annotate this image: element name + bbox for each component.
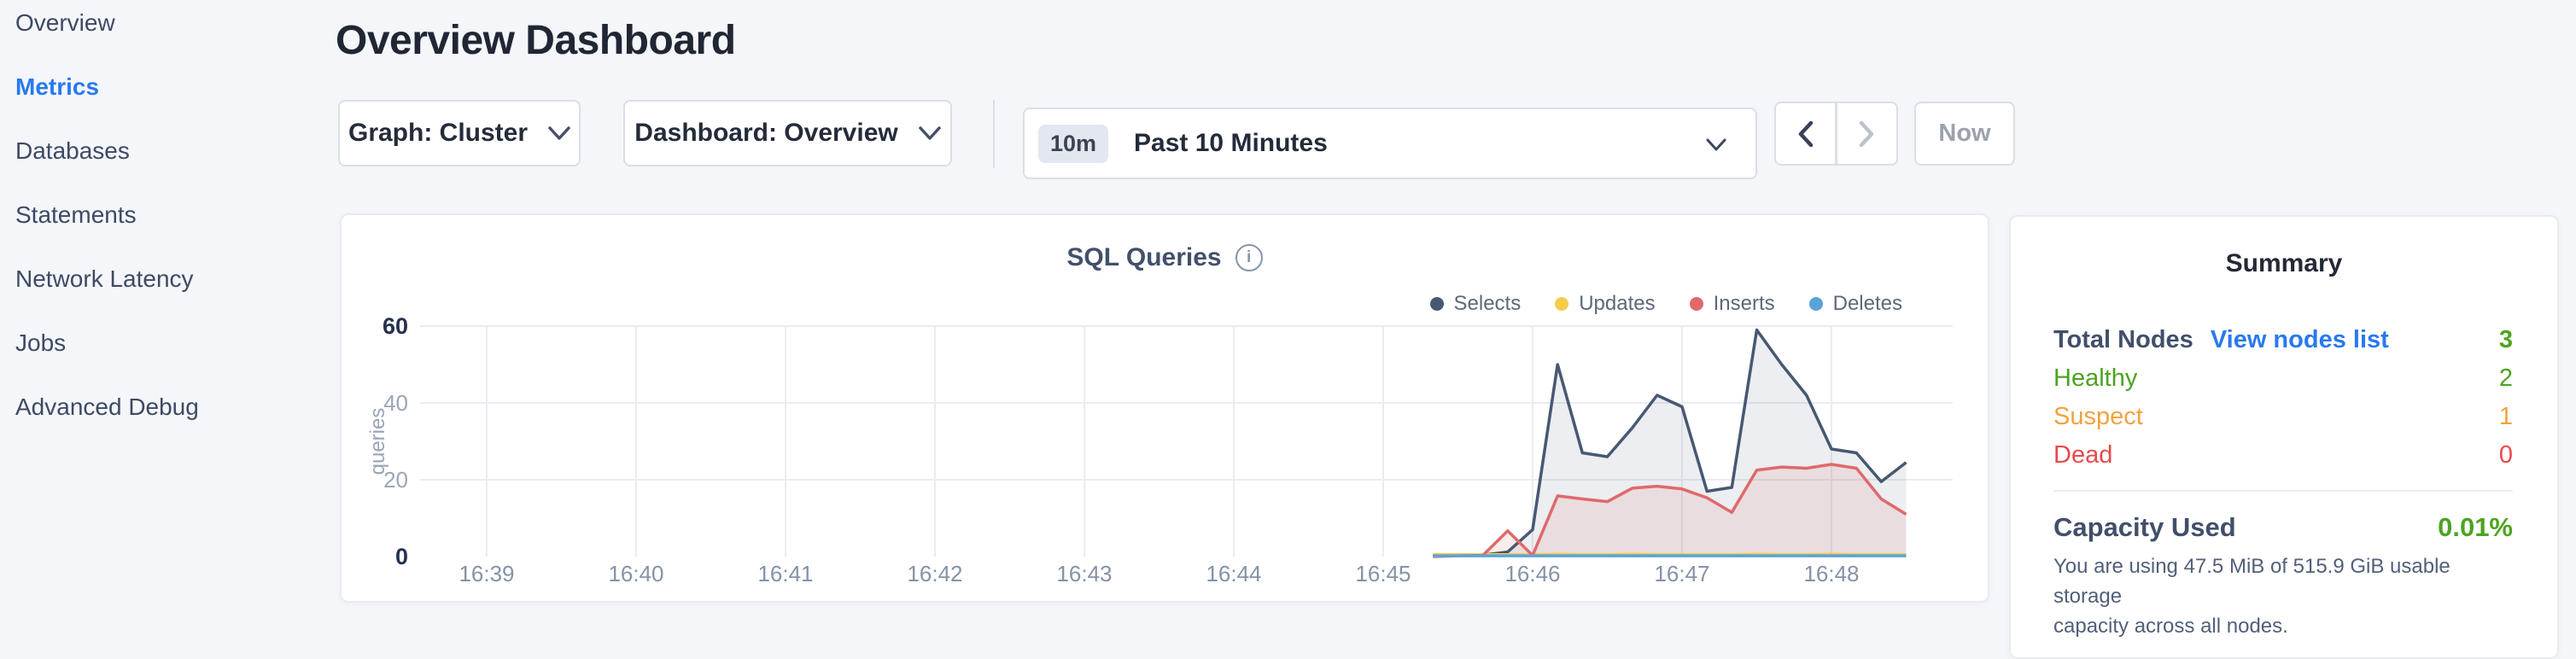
capacity-used-label: Capacity Used <box>2053 512 2236 543</box>
dashboard-dropdown-label: Dashboard: Overview <box>634 119 897 148</box>
time-next-button[interactable] <box>1836 102 1898 166</box>
chevron-left-icon <box>1797 120 1814 148</box>
x-axis-tick-label: 16:43 <box>1056 561 1112 586</box>
sidebar-item-metrics[interactable]: Metrics <box>0 55 333 119</box>
time-range-label: Past 10 Minutes <box>1134 129 1328 158</box>
y-axis-tick-label: 0 <box>395 544 408 569</box>
dead-nodes-row: Dead 0 <box>2053 436 2513 475</box>
view-nodes-list-link[interactable]: View nodes list <box>2211 326 2389 354</box>
sidebar-item-databases[interactable]: Databases <box>0 119 333 183</box>
summary-divider <box>2053 490 2513 492</box>
healthy-label: Healthy <box>2053 364 2137 393</box>
total-nodes-row: Total Nodes View nodes list 3 <box>2053 321 2513 359</box>
dead-label: Dead <box>2053 441 2112 469</box>
chevron-right-icon <box>1859 120 1875 148</box>
x-axis-tick-label: 16:40 <box>608 561 663 586</box>
suspect-label: Suspect <box>2053 403 2143 431</box>
x-axis-tick-label: 16:44 <box>1206 561 1261 586</box>
time-now-label: Now <box>1938 120 1990 148</box>
y-axis-tick-label: 60 <box>383 313 408 339</box>
suspect-nodes-row: Suspect 1 <box>2053 398 2513 436</box>
x-axis-tick-label: 16:47 <box>1654 561 1709 586</box>
x-axis-tick-label: 16:41 <box>757 561 813 586</box>
page-title: Overview Dashboard <box>336 17 736 64</box>
sidebar-item-network-latency[interactable]: Network Latency <box>0 247 333 311</box>
sidebar-item-overview[interactable]: Overview <box>0 0 333 55</box>
capacity-used-row: Capacity Used 0.01% <box>2053 512 2513 543</box>
capacity-used-value: 0.01% <box>2438 512 2513 543</box>
dead-value: 0 <box>2499 441 2513 469</box>
x-axis-tick-label: 16:48 <box>1803 561 1859 586</box>
x-axis-tick-label: 16:45 <box>1355 561 1411 586</box>
chevron-down-icon <box>1706 138 1726 152</box>
summary-title: Summary <box>2011 249 2557 278</box>
sidebar-item-statements[interactable]: Statements <box>0 183 333 247</box>
time-prev-button[interactable] <box>1774 102 1837 166</box>
time-range-selector[interactable]: 10m Past 10 Minutes <box>1023 108 1757 179</box>
sidebar-item-jobs[interactable]: Jobs <box>0 311 333 375</box>
suspect-value: 1 <box>2499 403 2513 431</box>
chevron-down-icon <box>548 126 570 141</box>
summary-panel: Summary Total Nodes View nodes list 3 He… <box>2009 215 2559 659</box>
sql-queries-chart-card: SQL Queries i Selects Updates Inserts De… <box>340 213 1989 603</box>
healthy-value: 2 <box>2499 364 2513 393</box>
x-axis-tick-label: 16:42 <box>907 561 962 586</box>
dashboard-dropdown[interactable]: Dashboard: Overview <box>623 100 952 166</box>
sidebar-item-advanced-debug[interactable]: Advanced Debug <box>0 375 333 439</box>
graph-scope-label: Graph: Cluster <box>348 119 528 148</box>
y-axis-title: queries <box>366 408 389 475</box>
sidebar-nav-list: Overview Metrics Databases Statements Ne… <box>0 0 333 439</box>
healthy-nodes-row: Healthy 2 <box>2053 359 2513 398</box>
time-range-badge: 10m <box>1038 125 1108 163</box>
total-nodes-value: 3 <box>2499 326 2513 354</box>
sidebar: Overview Metrics Databases Statements Ne… <box>0 0 333 623</box>
chevron-down-icon <box>919 126 941 141</box>
x-axis-tick-label: 16:39 <box>459 561 514 586</box>
x-axis-tick-label: 16:46 <box>1504 561 1560 586</box>
time-now-button[interactable]: Now <box>1914 102 2015 166</box>
graph-scope-dropdown[interactable]: Graph: Cluster <box>338 100 581 166</box>
total-nodes-label: Total Nodes <box>2053 326 2193 354</box>
capacity-description: You are using 47.5 MiB of 515.9 GiB usab… <box>2053 551 2497 641</box>
toolbar-divider <box>993 100 995 168</box>
